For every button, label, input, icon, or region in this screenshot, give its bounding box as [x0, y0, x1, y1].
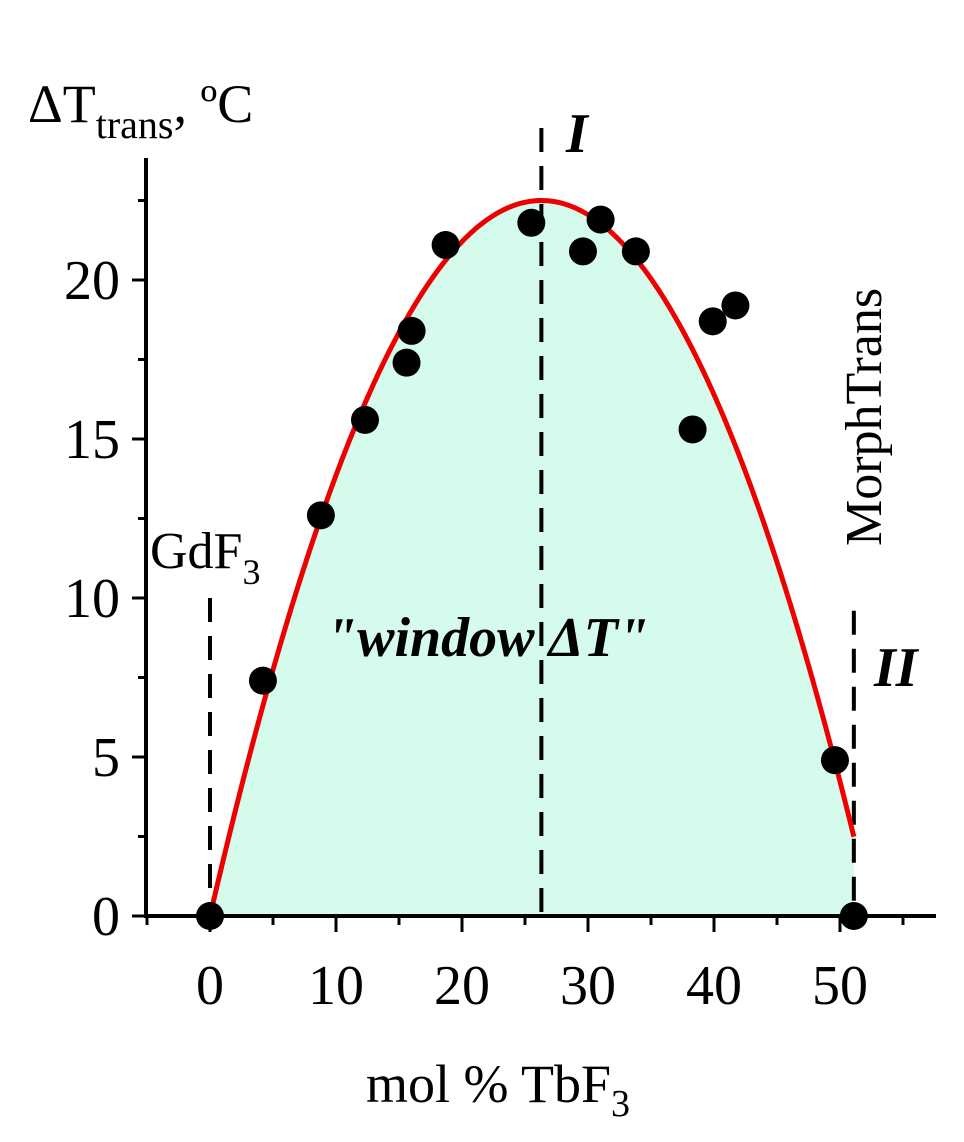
y-axis-label-unit: , ºC [173, 74, 253, 134]
x-tick-label: 50 [812, 955, 868, 1017]
data-point [350, 405, 379, 434]
window-fill-area [210, 200, 854, 916]
x-tick-label: 30 [560, 955, 616, 1017]
x-axis-label-text: mol % TbF [366, 1054, 611, 1114]
morphtrans-label: MorphTrans [836, 288, 893, 546]
data-point [621, 237, 650, 266]
y-tick-label: 20 [64, 250, 120, 312]
data-point [392, 348, 421, 377]
window-annotation: "window ΔT" [326, 607, 649, 669]
y-tick-label: 10 [64, 568, 120, 630]
y-tick-label: 15 [64, 409, 120, 471]
data-point [306, 501, 335, 530]
tick-labels: 0 5 10 15 20 0 10 20 30 40 50 [64, 250, 868, 1017]
y-axis-label-subscript: trans [96, 102, 174, 147]
data-point [678, 415, 707, 444]
data-point [568, 237, 597, 266]
data-point [586, 205, 615, 234]
data-point [248, 666, 277, 695]
x-tick-label: 40 [686, 955, 742, 1017]
vertical-lines [208, 128, 856, 916]
data-point [431, 231, 460, 260]
data-points [196, 205, 868, 930]
axis-ticks [132, 199, 905, 932]
data-point [820, 746, 849, 775]
x-tick-label: 20 [434, 955, 490, 1017]
x-tick-label: 0 [196, 955, 224, 1017]
y-axis-label: ΔTtrans, ºC [28, 74, 253, 147]
x-axis-label: mol % TbF3 [366, 1054, 630, 1125]
data-point [397, 316, 426, 345]
gdf3-label-subscript: 3 [242, 552, 260, 592]
line-i-label: I [565, 103, 590, 165]
data-point [721, 291, 750, 320]
data-point [839, 902, 868, 930]
gdf3-label-text: GdF [150, 523, 242, 580]
x-axis-label-subscript: 3 [611, 1083, 630, 1125]
gdf3-label: GdF3 [150, 523, 260, 592]
data-point [196, 902, 224, 930]
line-ii-label: II [873, 637, 920, 699]
x-tick-label: 10 [308, 955, 364, 1017]
y-tick-label: 0 [92, 886, 120, 948]
data-point [698, 307, 727, 336]
y-axis-label-delta: ΔT [28, 74, 96, 134]
y-tick-label: 5 [92, 727, 120, 789]
data-point [517, 208, 546, 237]
